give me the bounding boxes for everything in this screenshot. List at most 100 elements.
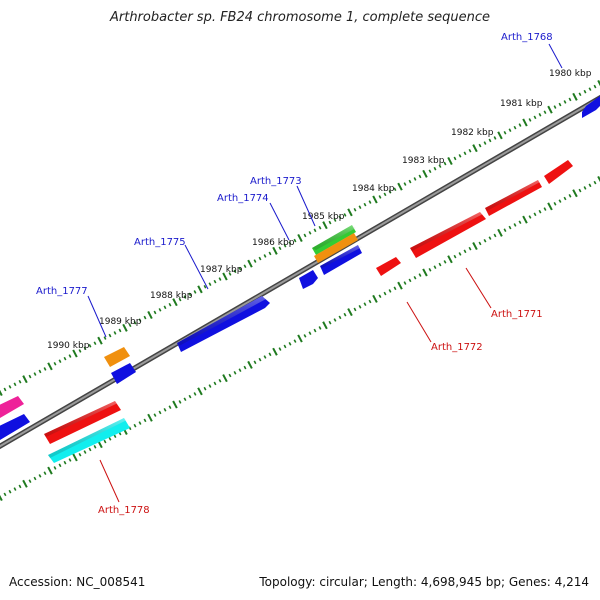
- minor-tick: [178, 297, 182, 302]
- major-tick: [0, 389, 3, 397]
- gene-label-arth-1772[interactable]: Arth_1772: [431, 342, 483, 353]
- minor-tick: [463, 151, 467, 156]
- minor-tick: [278, 246, 282, 251]
- minor-tick: [53, 466, 57, 470]
- minor-tick: [378, 294, 382, 299]
- gene-block-arth-1778-red[interactable]: [44, 401, 121, 444]
- gene-label-arth-1775[interactable]: Arth_1775: [134, 237, 186, 248]
- minor-tick: [493, 233, 497, 238]
- kbp-label: 1988 kbp: [150, 291, 193, 301]
- minor-tick: [418, 174, 422, 179]
- minor-tick: [568, 194, 572, 198]
- minor-tick: [243, 365, 247, 370]
- minor-tick: [458, 252, 462, 256]
- minor-tick: [63, 460, 67, 465]
- gene-block-arth-1778[interactable]: [48, 418, 130, 463]
- gene-block-arth-1775-small[interactable]: [299, 270, 318, 289]
- minor-tick: [468, 148, 472, 153]
- gene-block-left-magenta[interactable]: [0, 396, 24, 418]
- minor-tick: [403, 281, 407, 285]
- gene-block-arth-1774[interactable]: [320, 245, 362, 275]
- minor-tick: [233, 269, 237, 274]
- leader-line: [548, 43, 563, 69]
- minor-tick: [358, 305, 362, 309]
- gene-block-arth-1775[interactable]: [177, 296, 270, 352]
- major-tick: [122, 323, 128, 332]
- minor-tick: [363, 302, 367, 306]
- minor-tick: [213, 381, 217, 386]
- minor-tick: [568, 97, 572, 102]
- minor-tick: [308, 331, 312, 336]
- gene-block-left-blue[interactable]: [0, 414, 30, 440]
- gene-block-arth-1773-orange[interactable]: [314, 233, 358, 263]
- minor-tick: [438, 164, 442, 168]
- gene-label-arth-1774[interactable]: Arth_1774: [217, 193, 269, 204]
- kbp-label: 1985 kbp: [302, 212, 345, 222]
- minor-tick: [458, 154, 462, 158]
- gene-block-arth-1777-orange[interactable]: [104, 347, 130, 367]
- major-tick: [147, 310, 153, 320]
- major-tick: [222, 374, 228, 383]
- gene-label-arth-1777[interactable]: Arth_1777: [36, 286, 88, 297]
- gene-block-arth-1777[interactable]: [111, 363, 136, 384]
- minor-tick: [438, 262, 442, 267]
- minor-tick: [493, 136, 497, 140]
- minor-tick: [243, 264, 247, 269]
- minor-tick: [363, 202, 367, 207]
- minor-tick: [353, 207, 357, 212]
- minor-tick: [113, 434, 117, 439]
- gene-block-arth-1768[interactable]: [582, 96, 600, 118]
- minor-tick: [178, 400, 182, 404]
- minor-tick: [393, 286, 397, 291]
- minor-tick: [333, 218, 337, 222]
- minor-tick: [33, 372, 37, 376]
- minor-tick: [453, 156, 457, 161]
- minor-tick: [268, 251, 272, 256]
- minor-tick: [153, 310, 157, 315]
- minor-tick: [83, 346, 87, 351]
- major-tick: [372, 195, 378, 204]
- minor-tick: [68, 458, 72, 462]
- major-tick: [497, 131, 503, 140]
- gene-block-red-right[interactable]: [485, 180, 542, 216]
- minor-tick: [93, 445, 97, 449]
- major-tick: [397, 182, 403, 191]
- gene-block-red-top-right[interactable]: [544, 160, 573, 184]
- leader-line: [99, 459, 120, 503]
- gene-label-arth-1768[interactable]: Arth_1768: [501, 32, 553, 43]
- minor-tick: [168, 302, 172, 307]
- major-tick: [572, 189, 578, 198]
- minor-tick: [258, 357, 262, 362]
- minor-tick: [318, 225, 322, 230]
- minor-tick: [283, 344, 287, 349]
- gene-block-arth-1773-green[interactable]: [312, 225, 356, 255]
- minor-tick: [328, 320, 332, 325]
- major-tick: [322, 321, 328, 330]
- minor-tick: [533, 115, 537, 120]
- gene-label-arth-1778[interactable]: Arth_1778: [98, 505, 150, 516]
- minor-tick: [28, 479, 32, 483]
- major-tick: [72, 453, 78, 462]
- minor-tick: [578, 92, 582, 97]
- minor-tick: [303, 233, 307, 238]
- minor-tick: [188, 394, 192, 399]
- minor-tick: [38, 474, 42, 478]
- minor-tick: [383, 291, 387, 296]
- minor-tick: [543, 110, 547, 115]
- gene-block-arth-1772[interactable]: [376, 257, 401, 276]
- minor-tick: [3, 387, 7, 392]
- minor-tick: [413, 275, 417, 280]
- gene-label-arth-1771[interactable]: Arth_1771: [491, 309, 543, 320]
- major-tick: [272, 246, 278, 255]
- minor-tick: [133, 423, 137, 428]
- minor-tick: [303, 334, 307, 338]
- major-tick: [447, 255, 453, 264]
- minor-tick: [143, 315, 147, 320]
- major-tick: [472, 242, 478, 251]
- minor-tick: [403, 182, 407, 186]
- minor-tick: [593, 180, 597, 185]
- minor-tick: [553, 201, 557, 206]
- minor-tick: [63, 356, 67, 361]
- gene-block-arth-1771[interactable]: [410, 212, 486, 258]
- gene-label-arth-1773[interactable]: Arth_1773: [250, 176, 302, 187]
